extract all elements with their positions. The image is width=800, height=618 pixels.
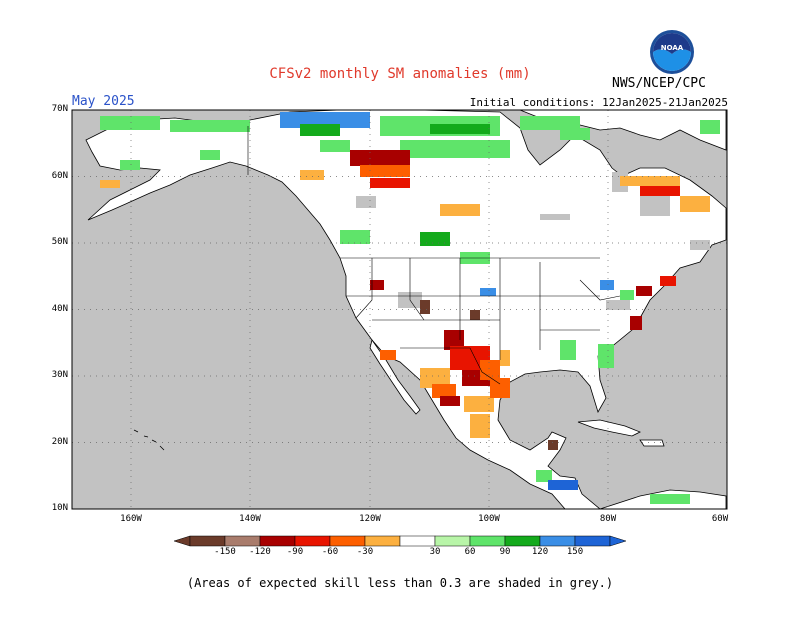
anomaly-cell (120, 160, 140, 170)
anomaly-cell (680, 196, 710, 212)
colorbar-tick-label: 60 (464, 547, 476, 557)
longitude-label: 120W (359, 514, 381, 524)
valid-month: May 2025 (72, 94, 135, 109)
latitude-label: 30N (51, 370, 68, 380)
anomaly-cell (300, 124, 340, 136)
graticule (72, 110, 727, 509)
latitude-label: 70N (51, 104, 68, 114)
chart-title: CFSv2 monthly SM anomalies (mm) (269, 66, 531, 82)
colorbar-tick-label: -120 (249, 547, 271, 557)
anomaly-cells (100, 112, 720, 504)
caribbean-islands (577, 419, 665, 447)
anomaly-cell (548, 480, 578, 490)
colorbar-tick-label: -90 (286, 547, 304, 557)
colorbar-tick-label: 90 (499, 547, 511, 557)
anomaly-cell (480, 288, 496, 296)
longitude-label: 160W (120, 514, 142, 524)
anomaly-cell (620, 176, 680, 186)
anomaly-cell (598, 344, 614, 368)
anomaly-cell (440, 396, 460, 406)
anomaly-cell (420, 368, 450, 388)
anomaly-cell (548, 440, 558, 450)
anomaly-cell (490, 378, 510, 398)
hawaii-islands (133, 429, 165, 451)
anomaly-cell (440, 204, 480, 216)
anomaly-cell (370, 280, 384, 290)
anomaly-cell (636, 286, 652, 296)
latitude-label: 40N (51, 303, 68, 314)
longitude-label: 60W (711, 514, 729, 524)
anomaly-cell (640, 186, 680, 196)
anomaly-cell (420, 232, 450, 246)
north-america-landmass (85, 109, 727, 510)
anomaly-cell (560, 128, 590, 140)
latitude-label: 50N (51, 237, 68, 247)
colorbar-tick-label: -60 (321, 547, 339, 557)
anomaly-cell (420, 300, 430, 314)
anomaly-cell (100, 116, 160, 130)
agency-label: NWS/NCEP/CPC (612, 76, 706, 91)
anomaly-cell (500, 350, 510, 366)
anomaly-cell (350, 150, 410, 166)
anomaly-cell (360, 165, 410, 177)
anomaly-cell (520, 116, 580, 130)
anomaly-cell (480, 360, 500, 380)
colorbar-tick-label: 120 (531, 547, 549, 557)
colorbar-tick-label: -150 (214, 547, 236, 557)
anomaly-cell (340, 230, 370, 244)
initial-conditions: Initial conditions: 12Jan2025-21Jan2025 (469, 96, 728, 109)
anomaly-cell (464, 396, 494, 412)
anomaly-cell (560, 340, 576, 360)
anomaly-cell (660, 276, 676, 286)
longitude-label: 100W (478, 514, 500, 524)
latitude-label: 20N (51, 436, 68, 447)
anomaly-cell (444, 330, 464, 350)
anomaly-cell (170, 120, 250, 132)
anomaly-cell (700, 120, 720, 134)
anomaly-cell (380, 350, 396, 360)
anomaly-cell (400, 140, 510, 158)
anomaly-cell (200, 150, 220, 160)
anomaly-cell (430, 124, 490, 134)
colorbar-tick-label: 150 (566, 547, 584, 557)
anomaly-cell (470, 414, 490, 438)
anomaly-cell (536, 470, 552, 482)
anomaly-cell (630, 316, 642, 330)
anomaly-cell (600, 280, 614, 290)
anomaly-cell (320, 140, 350, 152)
anomaly-cell (650, 494, 690, 504)
longitude-label: 140W (239, 514, 261, 524)
anomaly-cell (470, 310, 480, 320)
longitude-label: 80W (599, 514, 617, 524)
skill-footnote: (Areas of expected skill less than 0.3 a… (186, 576, 614, 590)
anomaly-cell (300, 170, 324, 180)
anomaly-cell (620, 290, 634, 300)
anomaly-cell (370, 178, 410, 188)
anomaly-cell (100, 180, 120, 188)
colorbar-tick-label: 30 (429, 547, 441, 557)
anomaly-cell (432, 384, 456, 398)
map-frame (71, 109, 728, 510)
latitude-label: 60N (51, 170, 68, 181)
colorbar-tick-label: -30 (356, 547, 374, 557)
political-borders (247, 126, 621, 385)
latitude-label: 10N (51, 503, 68, 513)
